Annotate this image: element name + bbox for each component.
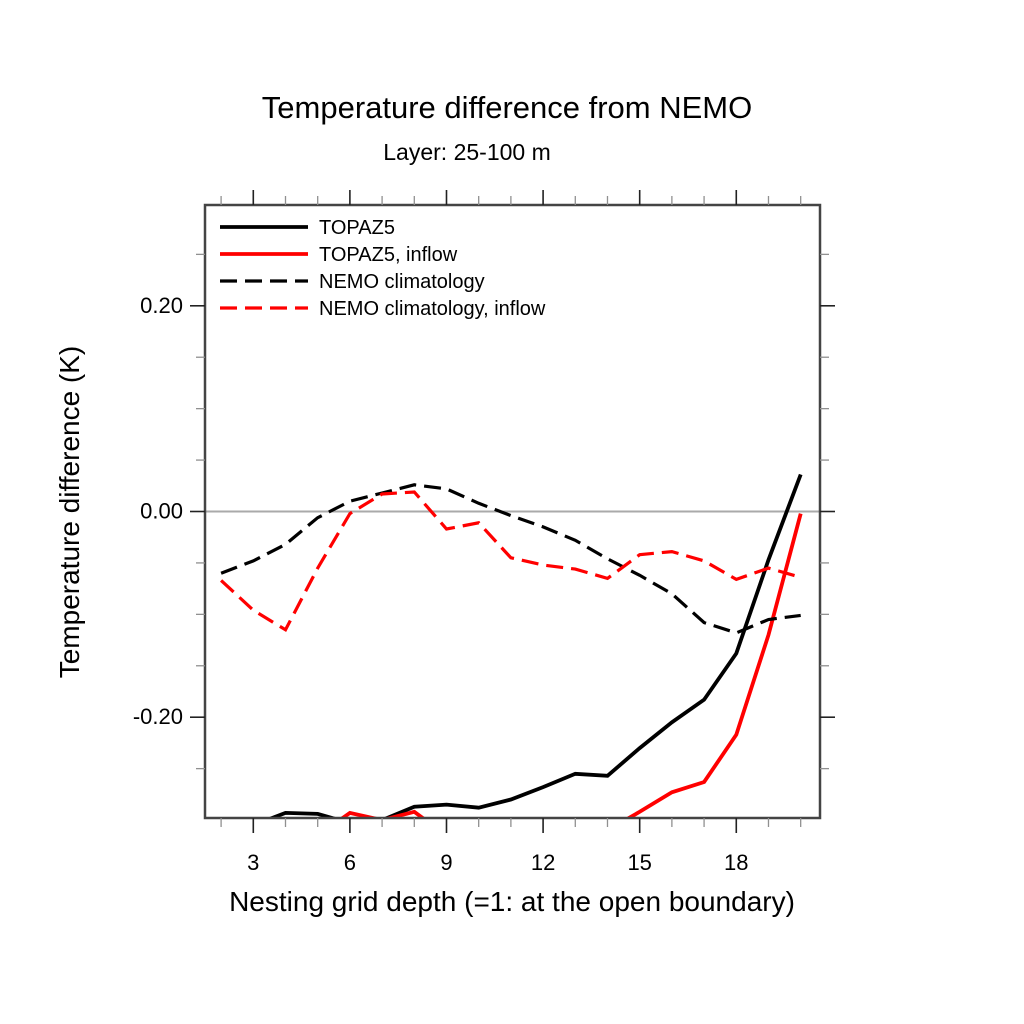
- legend-label-3: NEMO climatology, inflow: [319, 298, 546, 320]
- series-line-2: [220, 483, 801, 635]
- y-tick-label: 0.20: [140, 293, 183, 318]
- chart-title: Temperature difference from NEMO: [261, 90, 753, 125]
- series-line-0: [266, 473, 803, 818]
- series-line-3: [220, 490, 802, 633]
- x-tick-label: 15: [627, 850, 651, 875]
- x-tick-label: 3: [247, 850, 259, 875]
- x-tick-label: 12: [531, 850, 555, 875]
- x-tick-label: 9: [440, 850, 452, 875]
- x-axis-label: Nesting grid depth (=1: at the open boun…: [229, 886, 795, 917]
- series-line-1: [339, 513, 803, 818]
- y-tick-label: 0.00: [140, 499, 183, 524]
- x-tick-label: 6: [344, 850, 356, 875]
- legend-label-1: TOPAZ5, inflow: [319, 244, 458, 266]
- legend-label-2: NEMO climatology: [319, 271, 485, 293]
- chart-subtitle: Layer: 25-100 m: [383, 139, 551, 165]
- legend-label-0: TOPAZ5: [319, 217, 395, 239]
- x-tick-label: 18: [724, 850, 748, 875]
- y-tick-label: -0.20: [133, 704, 183, 729]
